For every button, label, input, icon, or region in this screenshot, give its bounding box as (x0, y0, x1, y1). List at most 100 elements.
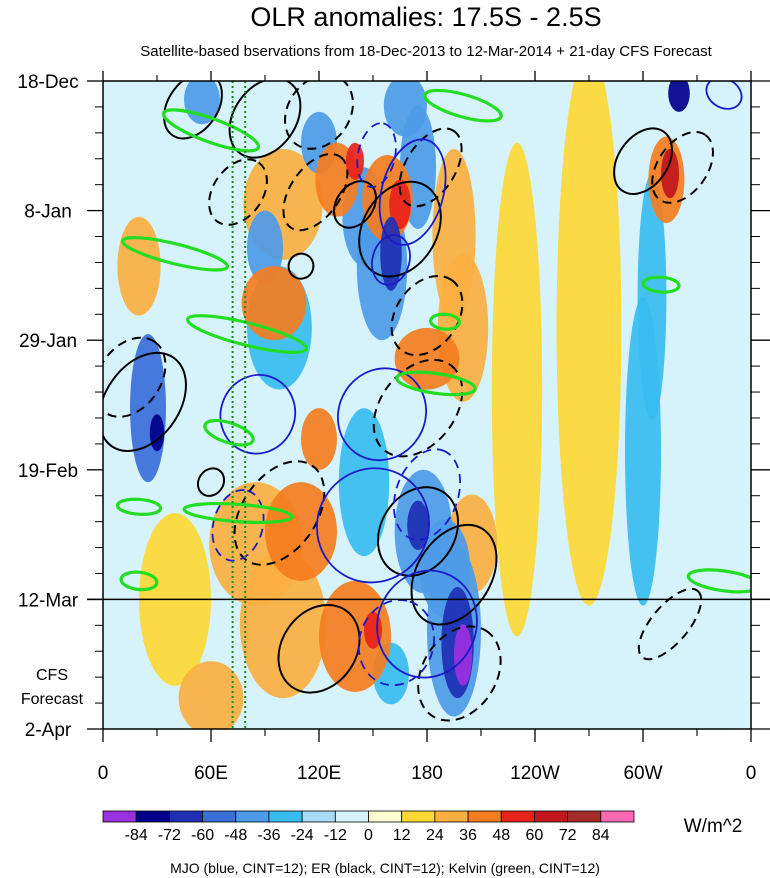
olr-anomaly-cell-14 (178, 661, 244, 729)
mjo-contour-1 (371, 234, 411, 286)
colorbar-box-13 (534, 810, 569, 823)
kelvin-contour-2 (185, 314, 309, 354)
x-tick-label-6: 0 (746, 763, 757, 784)
plot-area (102, 80, 752, 730)
y-tick-label-1: 8-Jan (24, 202, 72, 223)
er-contour-5 (333, 180, 377, 229)
olr-anomaly-cell-15 (117, 216, 161, 316)
colorbar-units: W/m^2 (684, 816, 743, 837)
y-tick-label-4: 12-Mar (18, 590, 79, 611)
olr-anomaly-cell-43 (668, 81, 690, 112)
x-tick-label-4: 120W (510, 763, 560, 784)
olr-anomaly-cell-42 (149, 414, 165, 452)
olr-anomaly-cell-2 (556, 81, 622, 606)
forecast-label-line1: CFS (36, 667, 68, 684)
colorbar-label-6: -12 (324, 827, 347, 844)
colorbar-box-15 (600, 810, 635, 823)
mjo-contour-0 (378, 138, 447, 246)
olr-anomaly-cell-29 (319, 580, 391, 692)
colorbar-box-10 (434, 810, 469, 823)
olr-anomaly-cell-41 (661, 148, 679, 199)
er-contour-18 (613, 127, 673, 195)
kelvin-contour-3 (203, 418, 255, 447)
axes: 0 60E 120E 180 120W 60W 0 18-Dec 8-Jan 29-Jan 19-F… (17, 71, 770, 784)
x-tick-label-1: 60E (194, 763, 228, 784)
colorbar-label-8: 12 (393, 827, 411, 844)
colorbar-box-1 (135, 810, 170, 823)
mjo-contour-7 (392, 448, 462, 541)
colorbar-label-2: -60 (191, 827, 214, 844)
chart-subtitle: Satellite-based bservations from 18-Dec-… (140, 43, 712, 60)
kelvin-contour-10 (115, 497, 163, 516)
mjo-contour-6 (357, 599, 435, 687)
er-contour-7 (287, 252, 315, 280)
colorbar-box-3 (202, 810, 237, 823)
colorbar-box-7 (334, 810, 369, 823)
colorbar-box-5 (268, 810, 303, 823)
er-contour-14 (410, 523, 498, 626)
colorbar-label-11: 48 (492, 827, 510, 844)
er-contour-2 (284, 81, 354, 150)
mjo-contour-5 (376, 569, 478, 679)
kelvin-contour-6 (182, 501, 294, 525)
mjo-contour-2 (356, 122, 397, 188)
olr-anomaly-cell-39 (407, 500, 429, 551)
kelvin-contour-7 (119, 570, 159, 592)
colorbar-label-9: 24 (426, 827, 444, 844)
colorbar-box-8 (368, 810, 403, 823)
y-tick-label-2: 29-Jan (19, 331, 77, 352)
colorbar-label-7: 0 (364, 827, 373, 844)
mjo-contour-10 (705, 81, 743, 110)
er-contour-6 (358, 180, 442, 278)
colorbar-box-9 (401, 810, 436, 823)
er-contour-9 (390, 274, 464, 357)
er-contour-11 (103, 336, 167, 418)
colorbar-label-14: 84 (592, 827, 610, 844)
er-contour-16 (417, 625, 502, 722)
olr-anomaly-cell-22 (383, 81, 427, 137)
x-tick-label-0: 0 (98, 763, 109, 784)
kelvin-contour-11 (429, 312, 461, 331)
colorbar-box-2 (168, 810, 203, 823)
er-contour-10 (103, 351, 187, 452)
dotted-reference-lines (231, 81, 247, 729)
colorbar-label-13: 72 (559, 827, 577, 844)
olr-anomaly-cell-35 (389, 179, 411, 230)
olr-anomaly-cell-30 (265, 482, 337, 581)
colorbar-label-5: -24 (291, 827, 314, 844)
kelvin-contour-8 (686, 568, 751, 594)
colorbar-box-11 (467, 810, 502, 823)
er-contour-12 (372, 358, 464, 458)
er-contour-3 (208, 158, 268, 226)
colorbar-box-4 (235, 810, 270, 823)
olr-anomaly-cell-1 (491, 142, 543, 637)
colorbar-label-4: -36 (257, 827, 280, 844)
colorbar-box-6 (301, 810, 336, 823)
colorbar-label-1: -72 (158, 827, 181, 844)
y-tick-label-5: 2-Apr (25, 720, 72, 741)
colorbar-label-12: 60 (526, 827, 544, 844)
wave-contour-layer (103, 81, 751, 722)
x-tick-label-3: 180 (411, 763, 443, 784)
er-contour-13 (376, 486, 460, 577)
colorbar: -84 -72 -60 -48 -36 -24 -12 0 12 24 36 48 60 72 84 (102, 810, 635, 844)
x-tick-label-2: 120E (297, 763, 341, 784)
olr-anomaly-cell-4 (637, 173, 667, 421)
forecast-label-line2: Forecast (21, 691, 84, 708)
colorbar-box-14 (567, 810, 602, 823)
chart-title: OLR anomalies: 17.5S - 2.5S (250, 2, 601, 32)
kelvin-contour-4 (423, 88, 503, 123)
colorbar-label-10: 36 (459, 827, 477, 844)
olr-anomaly-cell-36 (346, 142, 364, 180)
kelvin-contour-9 (641, 275, 681, 294)
er-contour-8 (398, 127, 463, 208)
er-contour-4 (282, 152, 349, 232)
colorbar-box-12 (500, 810, 535, 823)
er-contour-20 (637, 587, 703, 661)
colorbar-label-3: -48 (224, 827, 247, 844)
olr-anomaly-cell-33 (301, 408, 337, 470)
olr-anomaly-cell-32 (241, 266, 307, 341)
mjo-contour-4 (316, 467, 430, 584)
colorbar-label-0: -84 (125, 827, 148, 844)
